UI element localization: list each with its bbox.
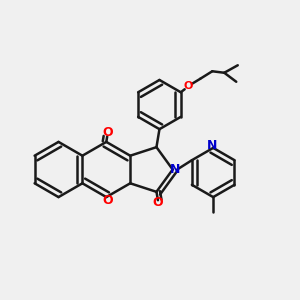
Text: N: N: [170, 163, 180, 176]
Text: O: O: [103, 126, 113, 140]
Text: O: O: [153, 196, 163, 209]
Text: O: O: [184, 81, 193, 91]
Text: O: O: [103, 194, 113, 207]
Text: N: N: [206, 139, 217, 152]
